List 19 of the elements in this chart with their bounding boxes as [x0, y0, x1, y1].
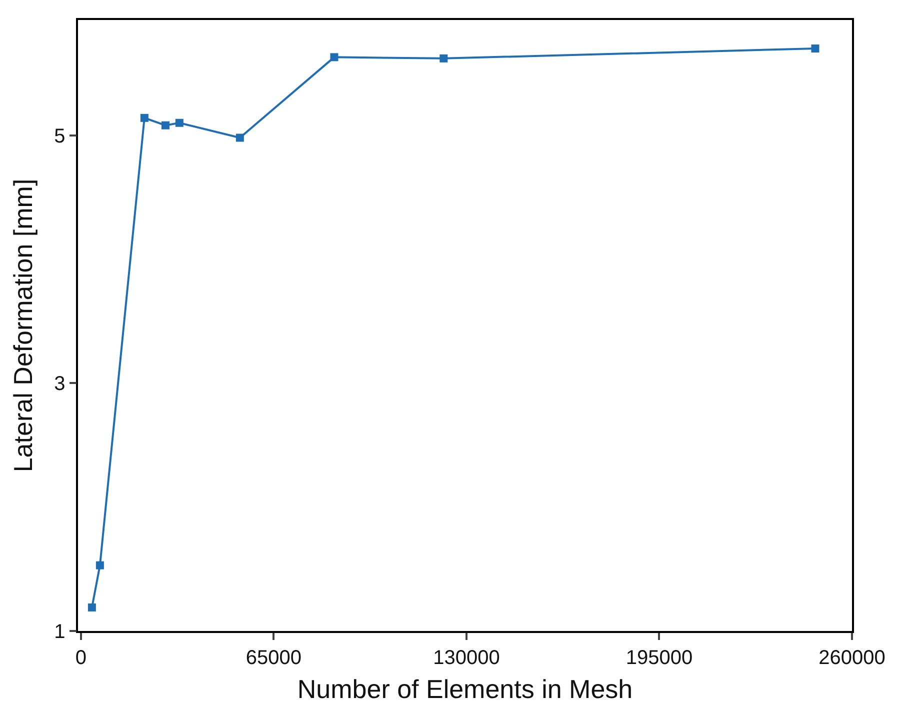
x-tick-label: 195000: [626, 646, 693, 669]
x-tick-label: 130000: [433, 646, 500, 669]
point: [96, 561, 104, 570]
x-tick-label: 0: [75, 646, 87, 669]
point: [140, 114, 148, 122]
y-tick-label: 3: [54, 373, 66, 396]
y-axis-title: Lateral Deformation [mm]: [8, 178, 38, 472]
point: [440, 54, 448, 62]
point: [811, 44, 820, 53]
point: [175, 118, 184, 127]
point: [236, 134, 244, 142]
x-tick-label: 260000: [818, 646, 886, 669]
y-tick-label: 5: [54, 125, 66, 148]
x-axis-title: Number of Elements in Mesh: [297, 674, 633, 704]
point: [161, 121, 170, 130]
point: [88, 603, 96, 612]
y-tick-label: 1: [54, 621, 66, 643]
x-tick-label: 65000: [246, 646, 302, 669]
point: [330, 53, 338, 62]
